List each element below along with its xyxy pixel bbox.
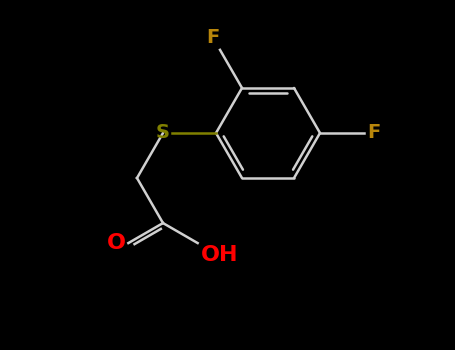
Text: O: O <box>107 233 126 253</box>
Text: OH: OH <box>201 245 238 265</box>
Text: S: S <box>156 124 170 142</box>
Text: F: F <box>367 124 380 142</box>
Text: F: F <box>207 28 220 47</box>
